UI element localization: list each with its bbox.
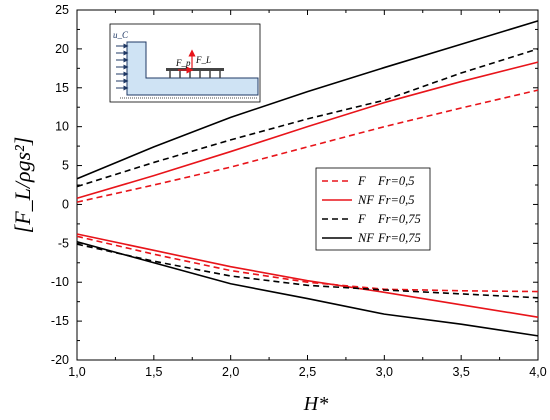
inset-label-fl: F_L [195,55,211,65]
y-tick-label: -5 [58,236,69,250]
inset-inflow-arrows [116,43,129,91]
series-line [76,241,539,337]
legend-label-suffix: Fr=0,5 [377,174,415,188]
y-tick-label: 5 [62,159,69,173]
series-line [76,243,539,299]
series-line [76,89,539,203]
y-tick-label: 20 [55,42,69,56]
x-axis-label: H* [303,393,328,415]
legend-label-prefix: F [357,212,366,226]
legend-label-suffix: Fr=0,75 [377,231,421,245]
series-line [76,61,539,199]
inset-water [126,41,259,96]
series-line [76,235,539,293]
series-line [76,20,539,180]
y-tick-label: 25 [55,3,69,17]
legend-label-prefix: F [357,174,366,188]
y-tick-label: -10 [51,275,69,289]
legend-label-prefix: NF [357,231,374,245]
x-tick-label: 4,0 [529,365,546,379]
x-tick-label: 2,5 [299,365,316,379]
x-tick-label: 2,0 [222,365,239,379]
series-line [76,48,539,188]
y-tick-label: 15 [55,81,69,95]
inset-diagram: u_C F_p F_L [109,23,261,103]
x-tick-label: 3,0 [376,365,393,379]
series-lines [76,20,539,337]
axis-ticks [76,9,539,361]
y-tick-label: 10 [55,120,69,134]
x-tick-label: 1,0 [68,365,85,379]
inset-label-uc: u_C [113,30,129,40]
y-tick-label: -15 [51,314,69,328]
tick-labels: 1,0 1,5 2,0 2,5 3,0 3,5 4,0 -20 -15 -10 -5 0 5 10 15 20… [51,3,547,379]
x-tick-label: 1,5 [145,365,162,379]
legend-label-suffix: Fr=0,5 [377,193,415,207]
x-tick-label: 3,5 [452,365,469,379]
y-tick-label: 0 [62,197,69,211]
legend-label-prefix: NF [357,193,374,207]
y-axis-label: [F_L/ρgs²] [10,137,35,234]
inset-label-fp: F_p [175,58,191,68]
legend-label-suffix: Fr=0,75 [377,212,421,226]
series-line [76,233,539,319]
y-tick-label: -20 [51,353,69,367]
